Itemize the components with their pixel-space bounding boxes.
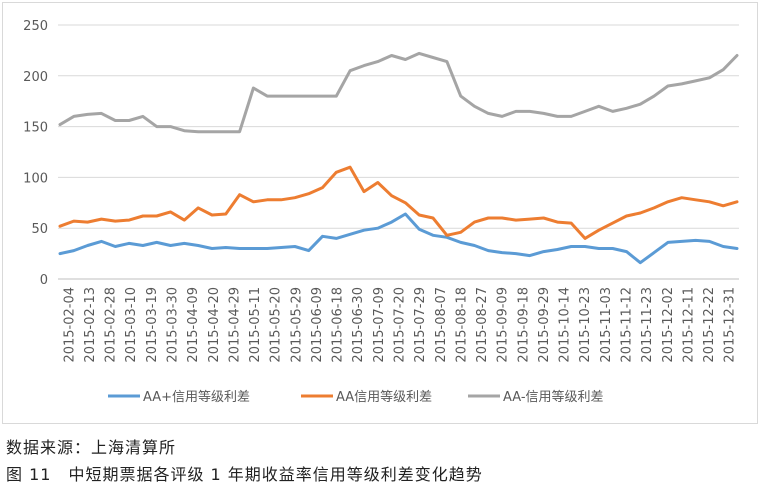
- source-note: 数据来源：上海清算所: [6, 438, 177, 457]
- legend: AA+信用等级利差 AA信用等级利差 AA-信用等级利差: [108, 389, 604, 405]
- x-tick-label: 2015-08-27: [475, 287, 490, 363]
- x-tick-label: 2015-03-19: [145, 287, 160, 363]
- x-tick-label: 2015-12-22: [702, 287, 717, 363]
- legend-label-1: AA信用等级利差: [336, 389, 432, 405]
- x-tick-label: 2015-07-20: [393, 287, 408, 363]
- x-tick-label: 2015-10-14: [558, 287, 573, 363]
- series-line-1: [58, 165, 739, 240]
- x-tick-label: 2015-04-20: [207, 287, 222, 363]
- x-tick-label: 2015-02-13: [83, 287, 98, 363]
- x-tick-label: 2015-03-30: [166, 287, 181, 363]
- x-tick-label: 2015-12-02: [661, 287, 676, 363]
- y-tick-label: 200: [23, 70, 48, 85]
- x-tick-label: 2015-07-29: [413, 287, 428, 363]
- x-tick-label: 2015-10-23: [578, 287, 593, 363]
- series-lines: [58, 51, 739, 265]
- x-tick-label: 2015-11-23: [640, 287, 655, 363]
- x-tick-label: 2015-05-29: [289, 287, 304, 363]
- x-tick-label: 2015-08-07: [434, 287, 449, 363]
- x-tick-label: 2015-11-12: [620, 287, 635, 363]
- x-tick-label: 2015-09-18: [516, 287, 531, 363]
- x-axis-ticks: 2015-02-04 2015-02-13 2015-02-28 2015-03-10…: [62, 287, 737, 363]
- y-tick-label: 50: [31, 222, 48, 237]
- x-tick-label: 2015-09-29: [537, 287, 552, 363]
- x-tick-label: 2015-04-29: [227, 287, 242, 363]
- x-tick-label: 2015-04-09: [186, 287, 201, 363]
- y-axis-ticks: 0 50 100 150 200 250: [23, 19, 48, 288]
- y-tick-label: 150: [23, 121, 48, 136]
- series-line-2: [58, 51, 739, 134]
- chart-frame: 0 50 100 150 200 250 2015-02-04 2015-02-13 2015…: [2, 2, 758, 424]
- x-tick-label: 2015-06-30: [351, 287, 366, 363]
- x-tick-label: 2015-05-11: [248, 287, 263, 363]
- x-tick-label: 2015-09-09: [496, 287, 511, 363]
- series-line-0: [58, 212, 739, 265]
- x-tick-label: 2015-02-04: [62, 287, 77, 363]
- gridlines: [58, 24, 739, 280]
- x-tick-label: 2015-06-18: [331, 287, 346, 363]
- figure-caption: 图 11 中短期票据各评级 1 年期收益率信用等级利差变化趋势: [6, 465, 483, 484]
- y-tick-label: 100: [23, 171, 48, 186]
- x-tick-label: 2015-03-10: [124, 287, 139, 363]
- x-tick-label: 2015-12-31: [723, 287, 738, 363]
- x-tick-label: 2015-08-18: [454, 287, 469, 363]
- x-tick-label: 2015-05-20: [269, 287, 284, 363]
- x-tick-label: 2015-11-03: [599, 287, 614, 363]
- x-tick-label: 2015-06-09: [310, 287, 325, 363]
- y-tick-label: 0: [40, 273, 48, 288]
- x-tick-label: 2015-02-28: [104, 287, 119, 363]
- x-tick-label: 2015-12-11: [681, 287, 696, 363]
- x-tick-label: 2015-07-09: [372, 287, 387, 363]
- y-tick-label: 250: [23, 19, 48, 34]
- legend-label-2: AA-信用等级利差: [503, 389, 604, 405]
- legend-label-0: AA+信用等级利差: [143, 389, 250, 405]
